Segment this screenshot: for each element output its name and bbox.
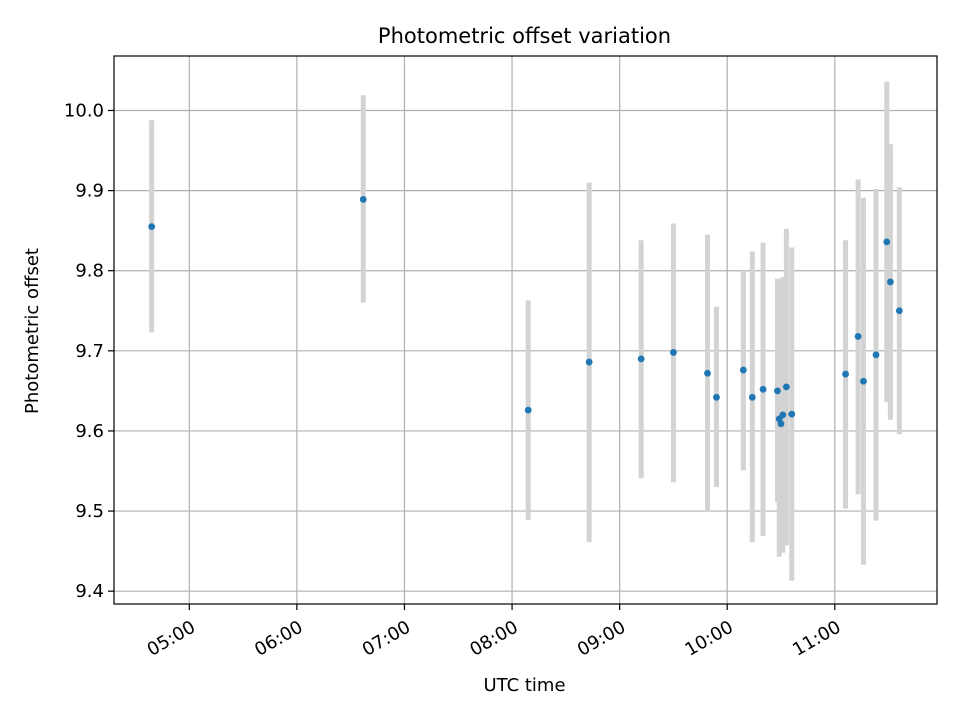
x-axis-title: UTC time xyxy=(483,675,565,696)
y-tick-label: 9.7 xyxy=(75,341,104,362)
data-point xyxy=(788,410,796,418)
data-point xyxy=(637,355,645,363)
data-point xyxy=(739,366,747,374)
data-point xyxy=(704,369,711,377)
y-axis-ticks: 9.4 9.5 9.6 9.7 9.8 9.9 10.0 xyxy=(64,100,114,602)
y-tick-label: 9.5 xyxy=(75,501,104,522)
data-point xyxy=(748,393,756,401)
data-point xyxy=(359,196,367,203)
data-point xyxy=(779,411,787,419)
data-point xyxy=(883,238,891,246)
y-tick-label: 9.9 xyxy=(75,181,104,202)
data-point xyxy=(524,406,532,414)
data-point xyxy=(759,385,767,393)
y-tick-label: 9.6 xyxy=(75,421,104,442)
grid-lines xyxy=(114,56,937,604)
y-tick-label: 10.0 xyxy=(64,100,104,121)
data-point xyxy=(585,358,593,366)
data-point xyxy=(886,278,894,286)
plot-frame xyxy=(113,55,938,605)
data-points xyxy=(148,196,903,428)
data-point xyxy=(148,223,156,231)
chart-title: Photometric offset variation xyxy=(378,24,671,48)
data-point xyxy=(842,370,849,378)
data-point xyxy=(872,351,880,359)
data-point xyxy=(782,383,790,391)
data-point xyxy=(777,420,785,428)
y-tick-label: 9.4 xyxy=(75,581,104,602)
data-point xyxy=(713,393,720,401)
data-point xyxy=(854,333,862,340)
y-axis-title: Photometric offset xyxy=(22,248,43,414)
data-point xyxy=(774,387,781,395)
y-tick-label: 9.8 xyxy=(75,261,104,282)
data-point xyxy=(895,307,903,315)
data-point xyxy=(860,377,867,385)
data-point xyxy=(670,349,677,356)
